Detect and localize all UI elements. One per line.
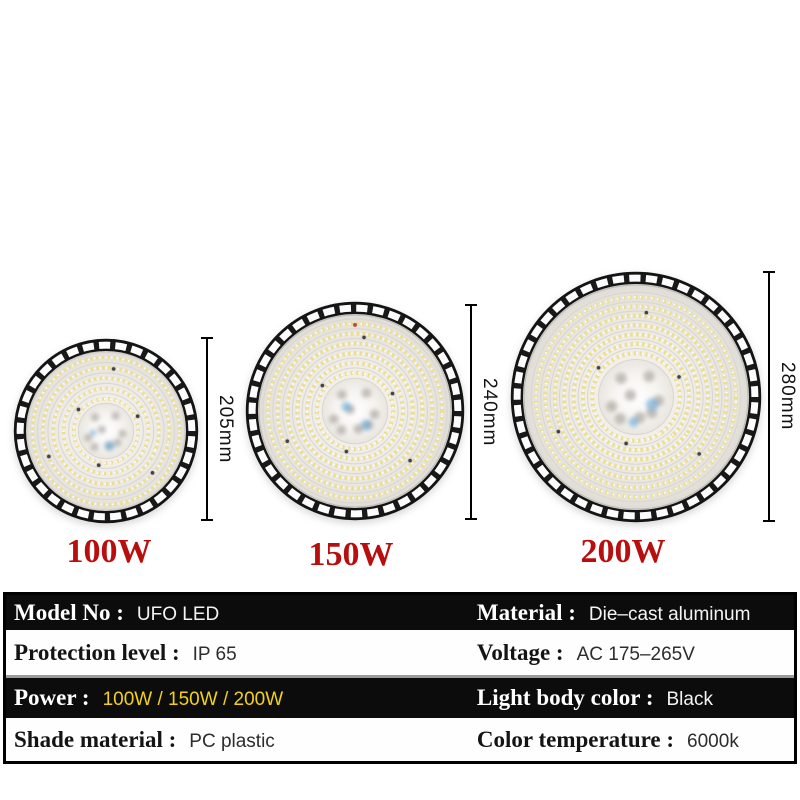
ufo-led-lamp-image-100w	[13, 338, 199, 524]
spec-value-protection-level: IP 65	[192, 643, 237, 665]
spec-label-light-body-color: Light body color :	[476, 685, 654, 710]
dimension-line-150w	[465, 304, 477, 520]
spec-label-protection-level: Protection level :	[14, 639, 180, 665]
spec-value-color-temperature: 6000k	[687, 730, 739, 752]
spec-cell-model-no: Model No : UFO LED	[6, 600, 471, 626]
dimension-line-100w	[201, 337, 213, 521]
spec-cell-shade-material: Shade material : PC plastic	[6, 727, 471, 753]
spec-cell-color-temperature: Color temperature : 6000k	[471, 727, 794, 753]
dimension-line-200w	[763, 271, 775, 522]
spec-label-material: Material :	[476, 599, 576, 625]
dimension-label-200w: 280mm	[777, 362, 798, 431]
dimension-label-150w: 240mm	[479, 377, 500, 447]
product-photo-200w	[510, 271, 762, 523]
power-caption-200w: 200W	[580, 533, 666, 570]
spec-value-power: 100W / 150W / 200W	[102, 689, 284, 710]
spec-cell-material: Material : Die–cast aluminum	[471, 600, 794, 626]
spec-row-power-bodycolor: Power : 100W / 150W / 200W Light body co…	[6, 675, 794, 718]
spec-value-model-no: UFO LED	[136, 603, 220, 625]
spec-value-material: Die–cast aluminum	[588, 603, 751, 625]
product-photo-100w	[13, 338, 199, 524]
ufo-led-lamp-image-150w	[245, 301, 465, 521]
spec-table: Model No : UFO LED Material : Die–cast a…	[3, 592, 797, 764]
spec-cell-power: Power : 100W / 150W / 200W	[6, 685, 471, 711]
spec-cell-protection-level: Protection level : IP 65	[6, 640, 471, 666]
spec-cell-light-body-color: Light body color : Black	[471, 685, 794, 711]
product-photo-150w	[245, 301, 465, 521]
power-caption-100w: 100W	[66, 533, 152, 570]
dimension-label-100w: 205mm	[215, 394, 236, 464]
spec-cell-voltage: Voltage : AC 175–265V	[471, 640, 794, 666]
spec-label-shade-material: Shade material :	[14, 726, 177, 752]
spec-label-model-no: Model No :	[14, 599, 124, 625]
spec-row-model-material: Model No : UFO LED Material : Die–cast a…	[6, 595, 794, 630]
power-caption-150w: 150W	[308, 536, 394, 573]
spec-label-color-temperature: Color temperature :	[476, 726, 675, 752]
spec-value-voltage: AC 175–265V	[576, 643, 695, 665]
spec-value-light-body-color: Black	[666, 689, 713, 710]
spec-row-shade-colortemp: Shade material : PC plastic Color temper…	[6, 718, 794, 761]
spec-label-power: Power :	[14, 685, 90, 710]
spec-value-shade-material: PC plastic	[189, 730, 275, 752]
spec-label-voltage: Voltage :	[476, 639, 564, 665]
spec-row-protection-voltage: Protection level : IP 65 Voltage : AC 17…	[6, 630, 794, 675]
ufo-led-lamp-image-200w	[510, 271, 762, 523]
